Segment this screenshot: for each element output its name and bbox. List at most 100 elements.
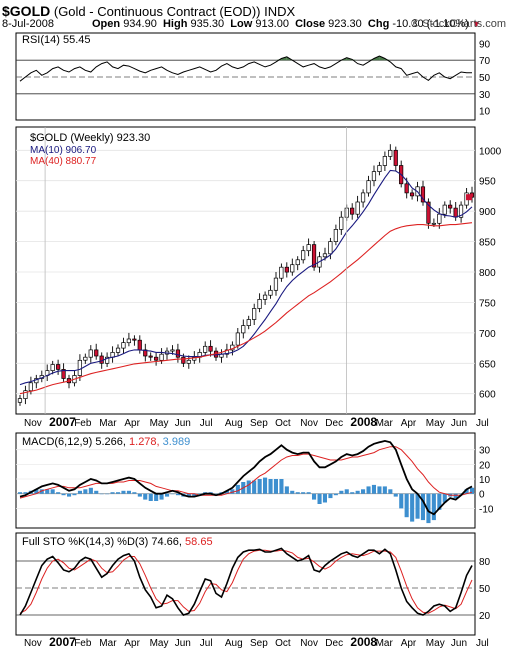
sto-x-tick: Jun	[175, 638, 191, 649]
price-x-tick: Mar	[376, 418, 394, 429]
macd-histogram-bar	[279, 479, 284, 494]
price-x-tick: Jun	[175, 418, 191, 429]
candle-up	[186, 359, 191, 364]
candle-up	[442, 204, 447, 215]
price-x-tick: Apr	[124, 418, 140, 429]
sto-x-tick: Dec	[325, 638, 343, 649]
macd-histogram-bar	[333, 493, 338, 496]
price-x-tick: Jul	[200, 418, 213, 429]
sto-x-tick: Nov	[300, 638, 318, 649]
macd-histogram-bar	[159, 493, 164, 500]
macd-histogram-bar	[399, 493, 404, 509]
candle-up	[235, 332, 240, 346]
candle-up	[224, 349, 230, 355]
macd-histogram-bar	[192, 493, 197, 497]
candle-down	[143, 349, 148, 357]
sto-d-line	[19, 549, 473, 614]
sto-x-tick: May	[426, 638, 445, 649]
candle-down	[61, 369, 66, 379]
macd-histogram-bar	[50, 489, 55, 494]
macd-histogram-bar	[339, 490, 344, 494]
rsi-panel: 10 30 50 70 90	[16, 39, 491, 118]
macd-histogram-bar	[420, 493, 425, 521]
candle-up	[290, 264, 295, 273]
candle-down	[311, 244, 317, 268]
close-label: Close	[295, 18, 326, 30]
low-value: 913.00	[255, 18, 289, 30]
price-y-tick: 600	[479, 390, 496, 401]
macd-histogram-bar	[186, 493, 191, 497]
sto-y-tick: 80	[479, 557, 491, 568]
sto-x-tick: Feb	[74, 638, 92, 649]
candle-up	[458, 204, 464, 218]
candle-down	[56, 364, 61, 370]
macd-histogram-bar	[350, 492, 355, 494]
macd-legend-value: 5.266,	[95, 436, 126, 448]
candle-up	[339, 216, 344, 230]
candle-down	[132, 338, 137, 341]
macd-histogram-bar	[94, 490, 99, 494]
candle-up	[28, 382, 33, 392]
rsi-y-tick: 30	[479, 90, 491, 101]
macd-histogram-bar	[284, 486, 289, 494]
candle-up	[360, 192, 366, 203]
candle-up	[366, 180, 371, 194]
macd-legend-label: MACD(6,12,9)	[22, 436, 92, 448]
macd-panel-frame	[15, 432, 476, 529]
sto-x-tick: May	[150, 638, 169, 649]
candle-down	[181, 356, 186, 364]
sto-x-tick: Oct	[275, 638, 291, 649]
macd-histogram-bar	[154, 493, 159, 501]
price-x-tick: Feb	[74, 418, 92, 429]
macd-histogram-bar	[426, 493, 431, 524]
sto-x-tick: Apr	[124, 638, 140, 649]
macd-histogram-bar	[235, 484, 240, 494]
candle-up	[159, 353, 164, 361]
chart-title: $GOLD (Gold - Continuous Contract (EOD))…	[2, 3, 295, 19]
candle-up	[301, 250, 306, 261]
candle-up	[105, 356, 110, 364]
candle-up	[262, 294, 268, 300]
sto-x-tick: Sep	[250, 638, 268, 649]
candle-up	[388, 149, 393, 157]
macd-histogram-bar	[257, 479, 262, 494]
macd-histogram-bar	[263, 477, 268, 494]
macd-histogram-bar	[170, 493, 175, 495]
ma10-line	[19, 169, 473, 386]
macd-histogram-bar	[246, 480, 251, 494]
candle-up	[431, 222, 436, 225]
candle-down	[94, 349, 99, 357]
macd-histogram-bar	[126, 490, 131, 494]
price-x-tick: Oct	[275, 418, 291, 429]
change-label: Chg	[367, 18, 390, 30]
sto-legend-label: Full STO %K(14,3) %D(3) 74.66,	[22, 536, 182, 548]
exchange-label: INDX	[264, 4, 296, 19]
macd-histogram-bar	[45, 489, 50, 494]
macd-histogram-bar	[67, 493, 72, 497]
macd-histogram-bar	[99, 493, 104, 495]
macd-histogram-bar	[132, 492, 137, 494]
candle-up	[257, 299, 262, 309]
price-x-tick: Jun	[451, 418, 467, 429]
candle-up	[306, 244, 311, 252]
macd-histogram-bar	[317, 493, 322, 504]
macd-histogram-bar	[56, 492, 61, 494]
macd-histogram-bar	[371, 484, 376, 494]
candle-up	[192, 356, 197, 361]
macd-histogram-bar	[214, 493, 219, 495]
macd-histogram-bar	[415, 493, 420, 519]
sto-x-tick: Apr	[401, 638, 417, 649]
open-label: Open	[92, 18, 121, 30]
macd-histogram-bar	[72, 493, 77, 496]
macd-histogram-bar	[410, 493, 415, 522]
macd-histogram-bar	[83, 489, 88, 494]
down-arrow-icon: ▼	[471, 19, 481, 29]
candle-up	[268, 289, 273, 296]
candle-down	[154, 356, 159, 361]
price-y-tick: 900	[479, 207, 496, 218]
price-y-tick: 950	[479, 177, 496, 188]
macd-histogram-bar	[197, 493, 202, 495]
sto-y-tick: 20	[479, 611, 491, 622]
rsi-y-tick: 90	[479, 39, 491, 50]
